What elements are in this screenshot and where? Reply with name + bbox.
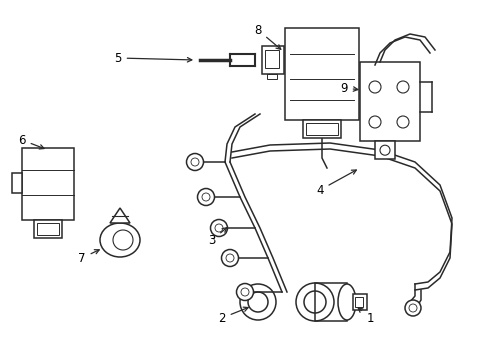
Circle shape [187, 153, 203, 171]
Text: 6: 6 [18, 134, 44, 149]
Text: 4: 4 [316, 170, 356, 197]
Bar [360, 62, 420, 141]
Bar [37, 223, 59, 235]
Bar [34, 220, 62, 238]
Bar [267, 74, 277, 79]
Circle shape [221, 249, 239, 266]
Polygon shape [110, 208, 130, 223]
Bar [262, 46, 284, 74]
Bar [315, 283, 347, 321]
Ellipse shape [338, 284, 356, 320]
Bar [303, 120, 341, 138]
Ellipse shape [100, 223, 140, 257]
Bar [353, 294, 367, 310]
Text: 1: 1 [358, 308, 374, 324]
Circle shape [405, 300, 421, 316]
Bar [12, 173, 22, 193]
Text: 3: 3 [208, 228, 227, 247]
Text: 7: 7 [78, 250, 99, 265]
Bar [285, 28, 359, 120]
Circle shape [237, 284, 253, 301]
Bar [22, 148, 74, 220]
Text: 2: 2 [218, 307, 248, 324]
Text: 8: 8 [254, 23, 281, 49]
Bar [355, 297, 363, 307]
Bar [306, 123, 338, 135]
Text: 9: 9 [340, 81, 358, 94]
Circle shape [211, 220, 227, 237]
Bar [375, 141, 395, 159]
Text: 5: 5 [114, 51, 192, 64]
Bar [265, 50, 279, 68]
Circle shape [197, 189, 215, 206]
